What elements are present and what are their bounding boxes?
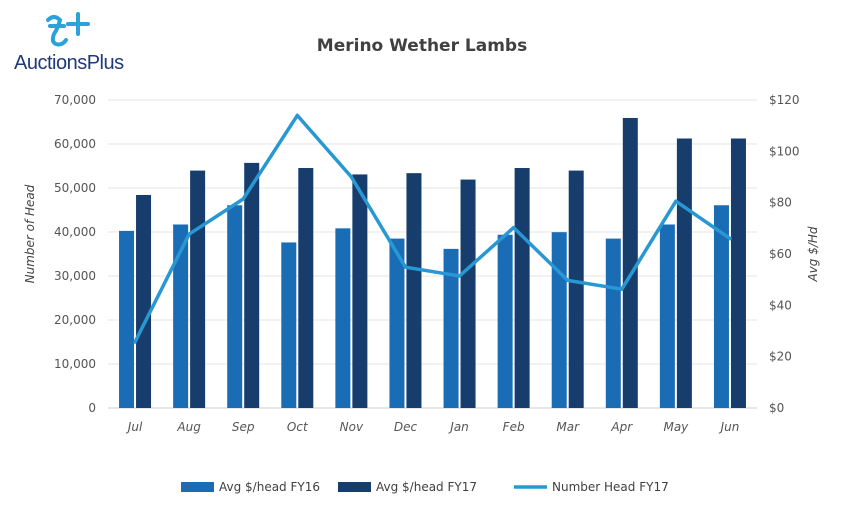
line-number-head-fy17 [133,113,732,344]
legend-label: Avg $/head FY17 [376,480,477,494]
bar-fy17-jan [460,179,476,408]
bar-fy17-may [676,138,692,408]
line-series [133,113,732,344]
legend-swatch [338,482,371,492]
x-tick-label: Nov [340,420,364,434]
line-point-jul [133,340,137,344]
bar-fy16-jan [443,248,459,408]
legend-label: Avg $/head FY16 [219,480,320,494]
bar-fy16-aug [173,224,189,408]
line-point-sep [241,197,245,201]
y2-tick-label: $80 [769,196,792,210]
line-point-feb [512,226,516,230]
bar-fy17-mar [568,170,584,408]
logo-text: AuctionsPlus [14,52,124,74]
y-tick-label: 50,000 [54,181,96,195]
line-point-jun [728,237,732,241]
y2-tick-label: $120 [769,93,800,107]
bar-fy16-feb [497,234,513,408]
y2-tick-label: $40 [769,298,792,312]
line-point-apr [620,287,624,291]
legend: Avg $/head FY16 Avg $/head FY17 Number Hea… [181,480,669,494]
x-tick-label: Jun [719,420,740,434]
line-point-aug [187,232,191,236]
y2-axis-title: Avg $/Hd [806,226,820,282]
x-tick-label: Feb [503,420,525,434]
line-point-jan [457,274,462,278]
legend-swatch [181,482,214,492]
bar-fy17-dec [406,173,422,408]
x-tick-label: Jul [126,420,143,434]
x-tick-label: May [663,420,689,434]
y-tick-label: 0 [88,401,96,415]
bar-fy17-aug [190,170,206,408]
y-tick-label: 20,000 [54,313,96,327]
x-tick-label: Dec [394,420,418,434]
y2-tick-label: $20 [769,350,792,364]
line-point-nov [349,175,353,179]
legend-label: Number Head FY17 [552,480,669,494]
x-tick-label: Sep [232,420,255,434]
x-tick-label: Jan [448,420,469,434]
bar-fy16-may [659,224,675,408]
line-point-may [674,199,678,203]
x-tick-label: Apr [610,420,633,434]
y2-tick-label: $60 [769,247,792,261]
y-tick-label: 30,000 [54,269,96,283]
x-tick-label: Oct [287,420,309,434]
x-tick-label: Aug [176,420,201,434]
chart-title: Merino Wether Lambs [317,36,527,56]
line-point-oct [295,113,299,117]
y2-tick-label: $100 [769,144,800,158]
bar-fy16-jul [119,230,135,408]
bar-fy17-oct [298,168,314,408]
bars [119,117,746,408]
bar-fy16-mar [551,232,567,408]
bar-fy17-apr [622,117,638,408]
bar-fy16-jun [713,205,729,408]
y-axis-ticks: 0 10,000 20,000 30,000 40,000 50,000 60,000 70,… [54,93,96,415]
y2-axis-ticks: $0 $20 $40 $60 $80 $100 $120 [769,93,800,415]
bar-fy17-sep [244,162,260,408]
y-tick-label: 10,000 [54,357,96,371]
bar-fy17-jun [730,138,746,408]
line-point-dec [403,265,408,269]
bar-fy16-oct [281,242,297,408]
y-tick-label: 70,000 [54,93,96,107]
y-tick-label: 40,000 [54,225,96,239]
x-tick-label: Mar [556,420,580,434]
bar-fy16-nov [335,228,351,408]
y-tick-label: 60,000 [54,137,96,151]
y2-tick-label: $0 [769,401,784,415]
line-point-mar [566,278,570,282]
bar-fy17-feb [514,168,530,408]
x-axis-ticks: Jul Aug Sep Oct Nov Dec Jan Feb Mar Apr May Jun [126,420,740,434]
bar-fy16-apr [605,238,621,408]
y-axis-title: Number of Head [23,184,37,283]
bar-fy17-nov [352,174,368,408]
bar-fy16-sep [227,205,243,408]
bar-fy16-dec [389,238,405,408]
gridlines [108,99,757,409]
logo-mark-icon [46,12,90,47]
auctionsplus-logo: AuctionsPlus [14,12,125,74]
bar-fy17-jul [136,194,152,408]
